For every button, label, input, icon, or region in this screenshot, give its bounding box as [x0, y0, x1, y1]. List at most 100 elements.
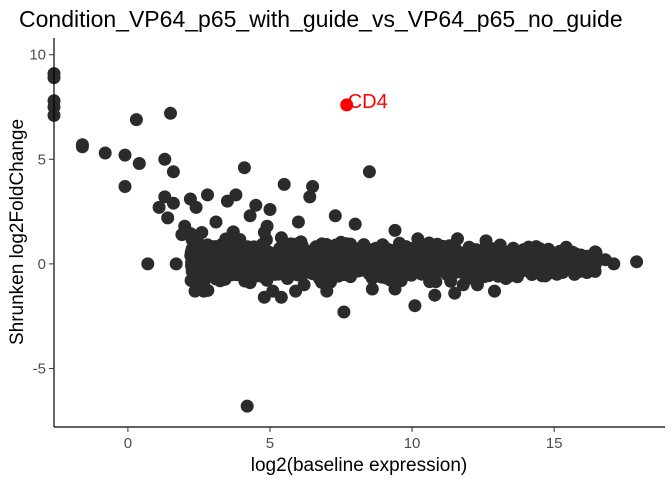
chart-title: Condition_VP64_p65_with_guide_vs_VP64_p6… — [19, 6, 623, 32]
data-point — [263, 246, 277, 260]
data-point — [175, 228, 189, 242]
plot-area: CD4 — [47, 67, 644, 413]
data-point — [306, 243, 320, 257]
data-point — [250, 256, 264, 270]
y-tick-label: -5 — [33, 360, 46, 377]
x-tick-label: 5 — [266, 435, 274, 452]
highlight-label: CD4 — [348, 91, 388, 113]
data-point — [98, 146, 112, 160]
highlight-point — [340, 98, 354, 112]
x-tick-label: 15 — [546, 435, 563, 452]
data-point — [362, 165, 376, 179]
data-point — [607, 257, 621, 271]
data-point — [408, 299, 422, 313]
data-point — [297, 278, 311, 292]
data-point — [218, 263, 231, 277]
data-point — [195, 226, 209, 239]
data-point — [249, 198, 263, 212]
data-point — [209, 244, 223, 258]
data-point — [169, 257, 183, 271]
data-point — [524, 265, 538, 279]
data-point — [397, 249, 411, 263]
data-point — [394, 259, 408, 273]
data-point — [141, 257, 155, 271]
data-point — [366, 264, 380, 278]
data-point — [291, 215, 305, 229]
data-point — [348, 217, 362, 231]
y-axis-ticks: -5 0 5 10 — [29, 47, 54, 377]
data-point — [164, 106, 177, 120]
data-point — [444, 274, 458, 288]
data-point — [166, 165, 180, 179]
data-point — [75, 140, 89, 154]
x-tick-label: 10 — [404, 435, 421, 452]
data-point — [284, 260, 298, 274]
data-point — [451, 232, 464, 246]
data-point — [220, 194, 234, 208]
data-point — [306, 180, 320, 193]
data-point — [189, 200, 203, 214]
data-point — [263, 203, 277, 216]
data-point — [209, 215, 223, 229]
data-point — [277, 177, 291, 191]
y-tick-label: 0 — [38, 256, 46, 273]
data-point — [456, 278, 470, 292]
data-point — [237, 161, 251, 175]
data-point — [240, 399, 254, 413]
data-point — [501, 247, 515, 261]
data-point — [522, 240, 536, 254]
data-point — [313, 272, 327, 286]
y-tick-label: 5 — [38, 151, 46, 168]
data-point — [422, 236, 436, 250]
data-point — [247, 241, 261, 255]
data-point — [166, 196, 180, 210]
data-point — [288, 237, 302, 251]
data-point — [499, 272, 513, 285]
data-point — [630, 255, 644, 269]
data-point — [152, 200, 166, 214]
data-point — [303, 190, 317, 204]
data-point — [235, 265, 249, 279]
data-point — [197, 284, 211, 298]
data-point — [243, 276, 257, 290]
data-point — [587, 255, 601, 269]
data-point — [367, 254, 380, 268]
data-point — [388, 223, 402, 237]
data-point — [550, 267, 564, 281]
data-point — [479, 234, 493, 248]
data-point — [570, 249, 584, 262]
data-point — [320, 284, 334, 298]
y-tick-label: 10 — [29, 47, 46, 64]
y-axis-title: Shrunken log2FoldChange — [7, 119, 28, 345]
data-point — [257, 290, 271, 304]
x-axis-title: log2(baseline expression) — [251, 455, 468, 476]
data-point — [129, 113, 143, 127]
x-tick-label: 0 — [124, 435, 132, 452]
data-point — [388, 282, 402, 296]
data-point — [439, 259, 453, 273]
data-point — [365, 282, 379, 296]
data-point — [553, 244, 567, 258]
data-point — [542, 242, 555, 256]
data-point — [161, 211, 175, 225]
data-point — [201, 188, 214, 202]
data-point — [274, 290, 288, 304]
data-point — [498, 258, 512, 272]
data-point — [455, 261, 469, 275]
data-point — [195, 245, 209, 259]
data-point — [132, 157, 146, 170]
data-point — [470, 278, 484, 292]
data-point — [384, 262, 398, 276]
data-point — [243, 209, 257, 223]
data-point — [226, 226, 240, 239]
data-point — [118, 180, 132, 193]
data-point — [118, 148, 132, 162]
data-point — [469, 244, 483, 258]
data-point — [415, 267, 429, 281]
data-point — [158, 152, 172, 166]
data-point — [298, 266, 312, 280]
data-point — [488, 284, 501, 298]
data-point — [273, 241, 287, 255]
